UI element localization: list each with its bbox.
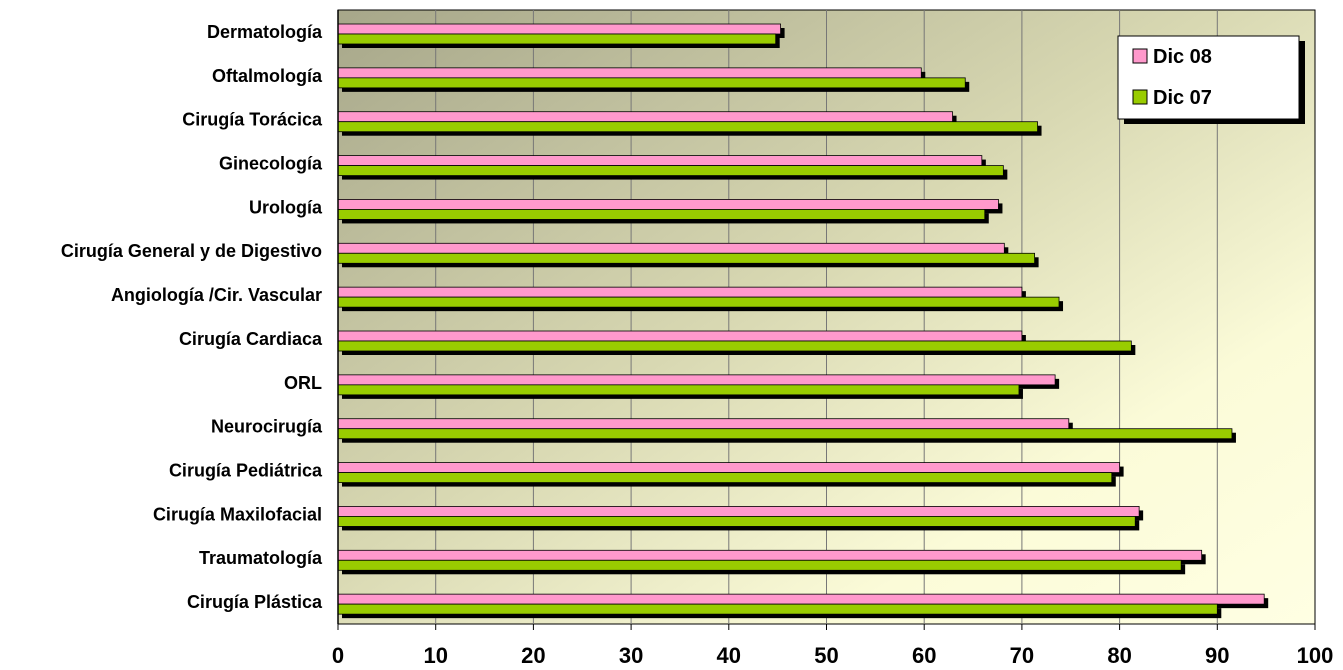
category-label: Cirugía General y de Digestivo [61,241,322,261]
bar-dic07 [337,472,1113,483]
bar-dic08 [337,199,999,210]
legend: Dic 08 Dic 07 [1117,35,1305,124]
bar-dic07 [337,340,1132,352]
legend-label-dic07: Dic 07 [1153,87,1212,109]
x-tick-label: 30 [619,643,643,668]
legend-swatch-dic08 [1132,48,1148,64]
bar-dic08 [337,330,1023,342]
bar-dic08 [337,111,953,123]
bar-dic08 [337,67,922,79]
x-tick-label: 70 [1010,643,1034,668]
x-tick-label: 10 [423,643,447,668]
bars-layer [337,23,1269,619]
bar-dic07 [337,165,1004,176]
x-tick-label: 40 [717,643,741,668]
bar-dic08 [337,506,1140,517]
x-tick-label: 60 [912,643,936,668]
category-label: Cirugía Torácica [182,110,323,130]
bar-dic08 [337,374,1056,386]
category-label: Cirugía Plástica [187,592,323,612]
bar-dic08 [337,549,1203,561]
bar-dic07 [337,428,1233,440]
x-tick-label: 100 [1297,643,1334,668]
category-label: ORL [284,373,322,393]
bar-dic08 [337,155,983,166]
category-label: Cirugía Cardiaca [179,329,323,349]
bar-dic07 [337,516,1136,527]
x-tick-label: 20 [521,643,545,668]
bar-dic07 [337,296,1060,308]
x-tick-label: 80 [1107,643,1131,668]
bar-dic08 [337,418,1070,430]
category-label: Cirugía Maxilofacial [153,504,322,524]
bar-dic07 [337,384,1020,396]
category-label: Dermatología [207,22,323,42]
category-label: Neurocirugía [211,417,323,437]
category-label: Cirugía Pediátrica [169,461,323,481]
category-label: Oftalmología [212,66,323,86]
bar-dic07 [337,209,986,220]
category-labels: Dermatología Oftalmología Cirugía Torácica… [61,22,323,612]
category-label: Angiología /Cir. Vascular [111,285,322,305]
bar-dic07 [337,559,1182,571]
bar-dic08 [337,23,781,35]
bar-dic08 [337,286,1023,298]
legend-label-dic08: Dic 08 [1153,46,1212,68]
bar-dic08 [337,462,1120,473]
x-tick-label: 50 [814,643,838,668]
category-label: Ginecología [219,154,323,174]
category-label: Urología [249,197,323,217]
bar-dic07 [337,603,1218,615]
x-tick-label: 90 [1205,643,1229,668]
legend-box [1117,35,1300,120]
bar-dic07 [337,252,1036,264]
x-axis-ticks: 0 10 20 30 40 50 60 70 80 90 100 [332,624,1333,668]
category-label: Traumatología [199,548,323,568]
bar-dic07 [337,33,777,45]
legend-swatch-dic07 [1132,89,1148,105]
bar-dic08 [337,593,1265,605]
bar-dic07 [337,121,1038,133]
bar-dic08 [337,242,1005,254]
bar-dic07 [337,77,966,89]
x-tick-label: 0 [332,643,344,668]
